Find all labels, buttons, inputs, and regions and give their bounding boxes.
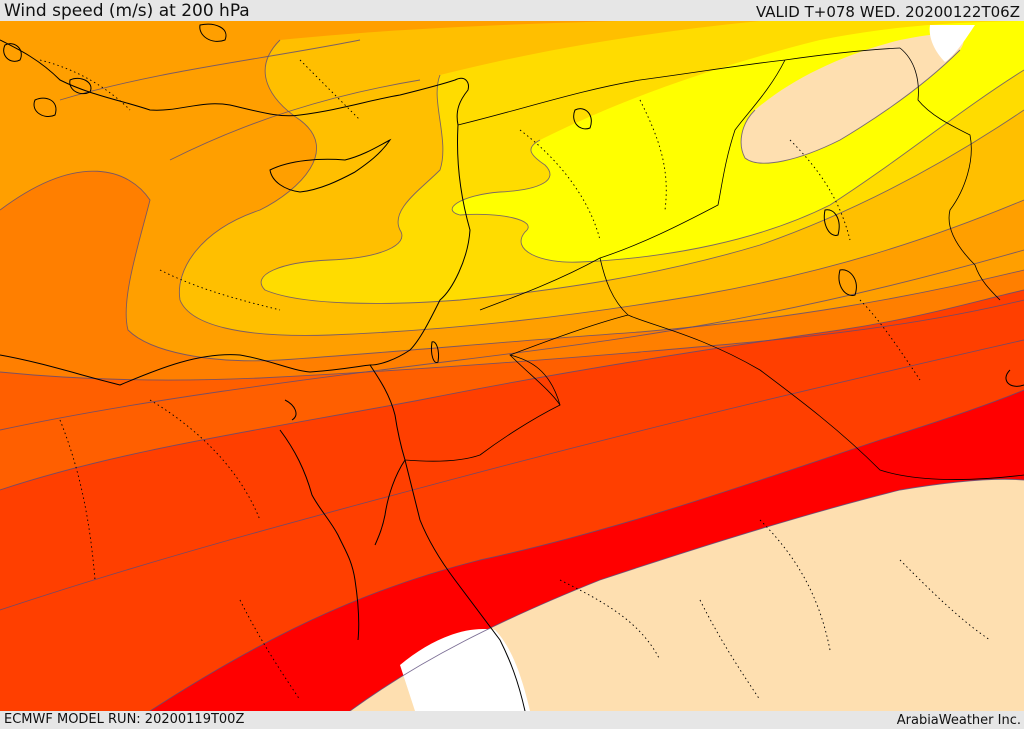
band-core <box>741 33 964 164</box>
no-data-patch-ne <box>929 25 975 62</box>
model-run: ECMWF MODEL RUN: 20200119T00Z <box>4 712 245 727</box>
map-title: Wind speed (m/s) at 200 hPa <box>4 1 250 21</box>
no-data-patch <box>400 629 530 711</box>
footer-bar: ECMWF MODEL RUN: 20200119T00Z ArabiaWeat… <box>0 711 1024 729</box>
contour-lines <box>0 39 1024 711</box>
credit: ArabiaWeather Inc. <box>896 713 1021 728</box>
valid-time: VALID T+078 WED. 20200122T06Z <box>755 3 1020 21</box>
admin-boundaries <box>39 59 991 701</box>
coastlines <box>0 23 1024 711</box>
borders <box>404 47 1024 480</box>
header-bar: Wind speed (m/s) at 200 hPa VALID T+078 … <box>0 0 1024 21</box>
low-wind-region <box>350 479 1024 711</box>
wind-speed-map[interactable] <box>0 21 1024 711</box>
